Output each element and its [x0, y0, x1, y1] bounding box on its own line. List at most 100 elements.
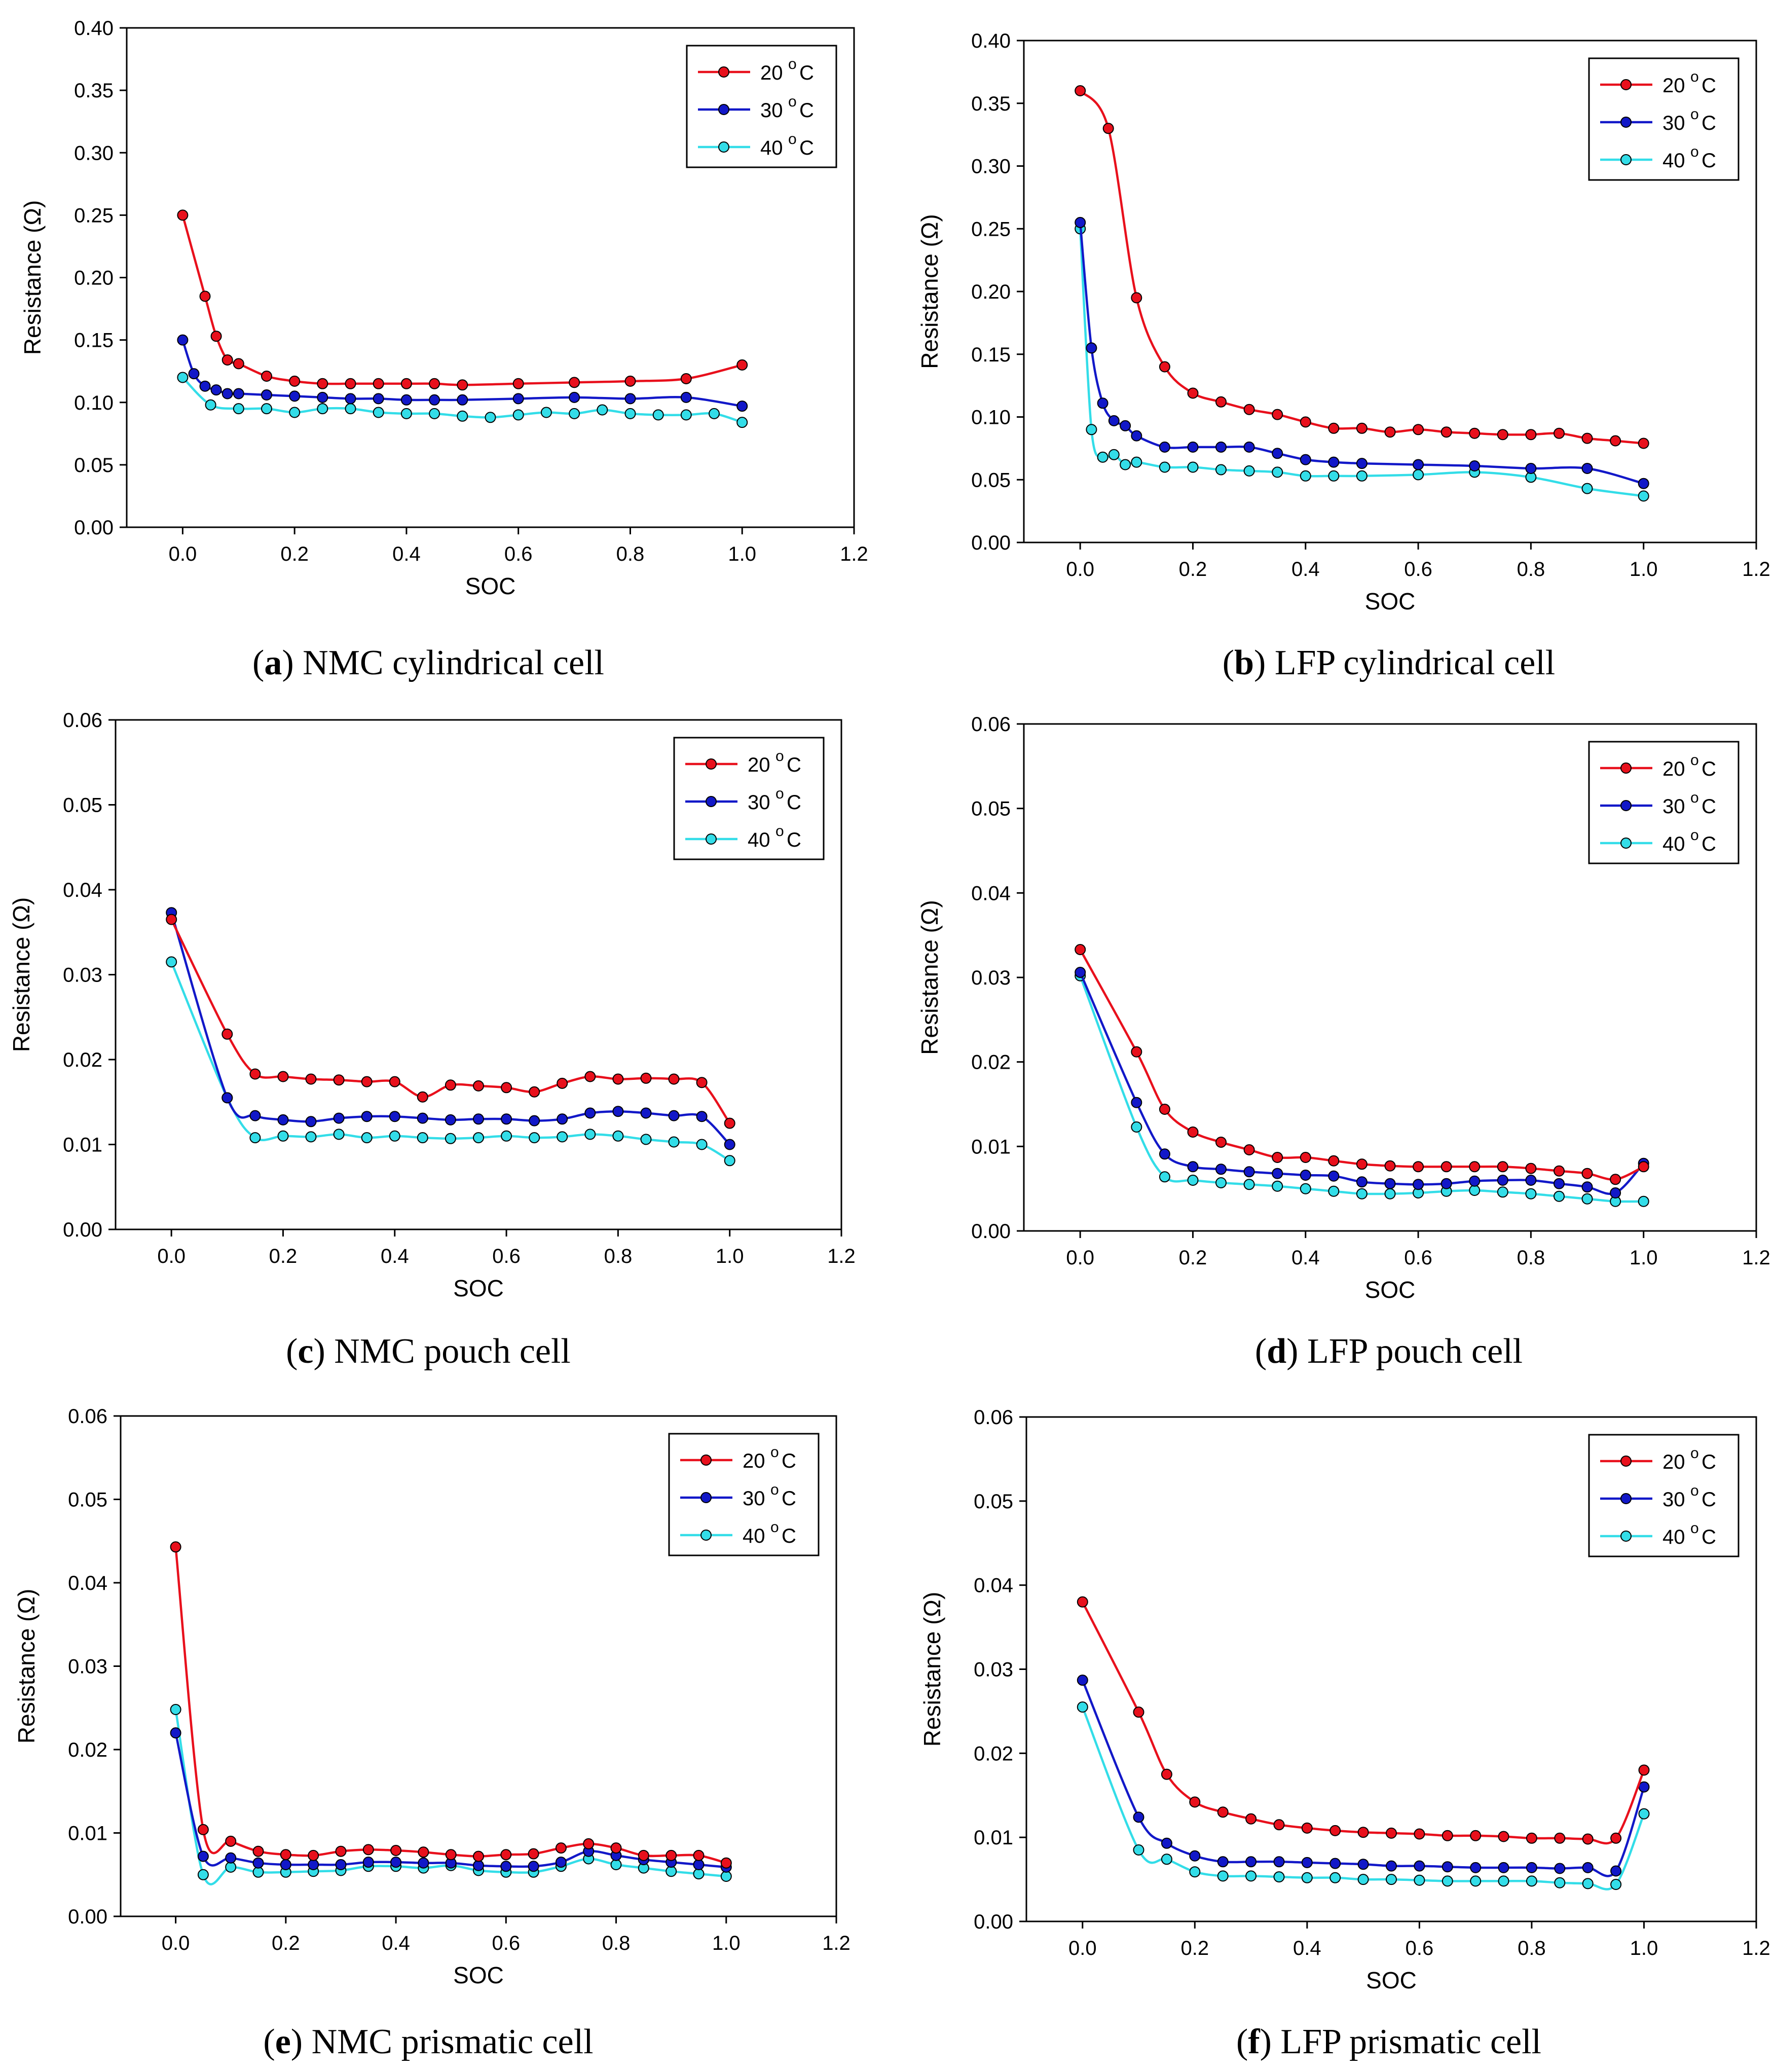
data-point-20C: [1497, 429, 1508, 441]
data-point-20C: [417, 1091, 428, 1103]
data-point-20C: [1440, 426, 1452, 438]
y-tick-label: 0.00: [74, 517, 114, 539]
x-tick-label: 1.2: [827, 1245, 856, 1267]
chart-panel-c: 0.00 0.01 0.02 0.03 0.04 0.05 0.06 0.0 0.2 0.4 0.6…: [8, 709, 856, 1371]
x-tick-label: 0.6: [1406, 1937, 1434, 1959]
x-tick-label: 1.0: [1630, 558, 1658, 580]
data-point-30C: [696, 1111, 708, 1122]
data-point-20C: [1356, 1158, 1368, 1170]
x-tick-label: 0.8: [602, 1932, 631, 1954]
data-point-20C: [696, 1077, 708, 1088]
legend-label-40C: 40: [1662, 1526, 1685, 1548]
y-tick-label: 0.20: [74, 267, 114, 289]
data-point-20C: [1328, 422, 1340, 434]
data-point-20C: [1581, 1168, 1593, 1179]
data-point-20C: [1469, 427, 1481, 439]
data-point-30C: [308, 1859, 319, 1870]
y-tick-label: 0.00: [68, 1906, 107, 1928]
data-point-20C: [389, 1076, 400, 1087]
data-point-40C: [1498, 1875, 1509, 1887]
data-point-40C: [1413, 469, 1424, 481]
y-tick-label: 0.00: [971, 1220, 1011, 1243]
data-point-30C: [500, 1861, 512, 1872]
data-point-30C: [1131, 1097, 1142, 1108]
data-point-40C: [1469, 1185, 1481, 1196]
data-point-30C: [1442, 1861, 1453, 1873]
data-point-30C: [1300, 1170, 1311, 1181]
y-tick-label: 0.05: [971, 469, 1011, 491]
data-point-20C: [177, 209, 189, 221]
data-point-20C: [1413, 424, 1424, 435]
data-point-30C: [1187, 441, 1199, 453]
series-line-20C: [170, 919, 731, 1124]
x-axis-label: SOC: [453, 1962, 504, 1988]
data-point-20C: [1131, 292, 1142, 304]
data-point-20C: [445, 1849, 457, 1861]
data-point-20C: [1300, 416, 1311, 428]
data-point-30C: [1215, 1164, 1227, 1175]
data-point-20C: [1610, 435, 1621, 447]
data-point-30C: [1386, 1860, 1397, 1872]
data-point-40C: [1187, 1175, 1199, 1186]
data-point-20C: [1356, 422, 1368, 434]
data-point-30C: [225, 1852, 237, 1864]
data-point-30C: [390, 1857, 402, 1868]
legend-degree-30C: o: [770, 1481, 779, 1498]
data-point-30C: [1108, 415, 1120, 426]
y-tick-label: 0.40: [74, 17, 114, 40]
data-point-40C: [225, 1861, 237, 1873]
data-point-20C: [720, 1857, 732, 1869]
data-point-30C: [1469, 460, 1481, 471]
y-tick-label: 0.20: [971, 281, 1011, 303]
y-tick-label: 0.15: [74, 330, 114, 352]
data-point-20C: [1243, 404, 1255, 415]
x-tick-label: 0.6: [492, 1932, 521, 1954]
x-tick-label: 0.0: [157, 1245, 186, 1267]
chart-panel-f: 0.00 0.01 0.02 0.03 0.04 0.05 0.06 0.0 0.2 0.4 0.6…: [919, 1406, 1770, 2061]
data-point-20C: [418, 1846, 429, 1858]
data-point-40C: [1215, 464, 1227, 476]
data-point-30C: [1120, 420, 1131, 431]
y-tick-label: 0.10: [74, 392, 114, 414]
legend-degree-40C: o: [775, 823, 784, 840]
data-point-20C: [362, 1844, 374, 1856]
data-point-30C: [1526, 1862, 1537, 1873]
legend-unit-30C: C: [799, 99, 814, 122]
data-point-30C: [1075, 216, 1086, 228]
data-point-20C: [512, 378, 524, 389]
data-point-30C: [457, 394, 468, 406]
data-point-20C: [724, 1117, 735, 1129]
y-tick-label: 0.01: [63, 1134, 102, 1156]
data-point-30C: [362, 1857, 374, 1868]
data-point-40C: [233, 403, 244, 415]
legend-marker-30C: [718, 104, 729, 115]
x-tick-label: 1.2: [1742, 1937, 1770, 1959]
legend-degree-20C: o: [1690, 752, 1699, 769]
data-point-20C: [335, 1845, 347, 1857]
data-point-30C: [555, 1857, 567, 1868]
x-tick-label: 0.8: [604, 1245, 633, 1267]
legend-marker-20C: [1620, 1456, 1632, 1467]
data-point-20C: [555, 1842, 567, 1854]
y-tick-label: 0.06: [63, 709, 102, 732]
y-tick-label: 0.06: [974, 1406, 1013, 1429]
x-axis-label: SOC: [1366, 1967, 1417, 1993]
x-tick-label: 0.2: [269, 1245, 298, 1267]
data-point-40C: [289, 407, 301, 418]
panel-caption: (a) NMC cylindrical cell: [252, 643, 604, 682]
data-point-40C: [1243, 1179, 1255, 1190]
data-point-30C: [1610, 1865, 1622, 1877]
legend-marker-30C: [1620, 117, 1632, 128]
data-point-40C: [1638, 1195, 1649, 1207]
caption-title: ) NMC cylindrical cell: [282, 643, 604, 682]
x-tick-label: 0.2: [280, 543, 309, 565]
data-point-40C: [445, 1133, 456, 1144]
data-point-20C: [1554, 427, 1565, 439]
data-point-30C: [1581, 463, 1593, 474]
data-point-20C: [624, 375, 636, 387]
x-tick-label: 1.0: [728, 543, 756, 565]
y-tick-label: 0.05: [63, 794, 102, 817]
y-axis-label: Resistance (Ω): [916, 900, 943, 1055]
data-point-40C: [1329, 1872, 1341, 1883]
